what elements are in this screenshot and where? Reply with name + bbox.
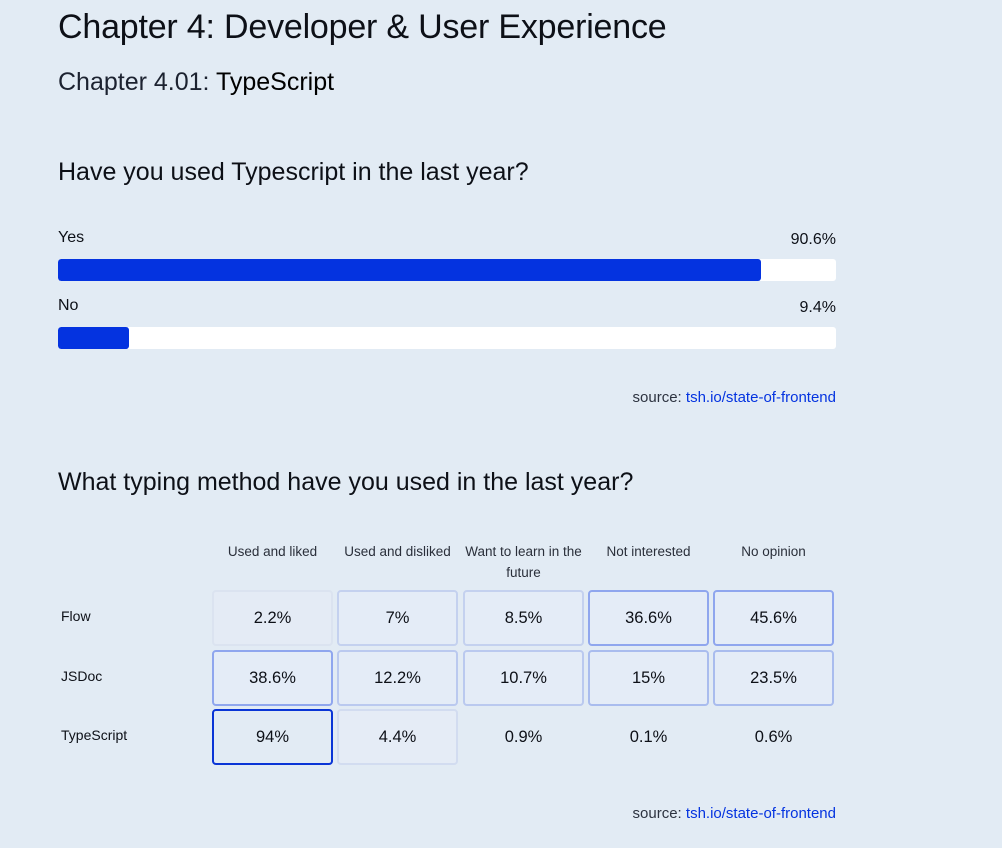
- chapter-title: Chapter 4: Developer & User Experience: [58, 8, 667, 46]
- source-link[interactable]: tsh.io/state-of-frontend: [685, 805, 836, 822]
- bar-value-label: 9.4%: [799, 299, 836, 316]
- bar-track: [58, 327, 836, 349]
- chapter-subtitle: Chapter 4.01: TypeScript: [58, 68, 334, 97]
- heatmap-cell: 38.6%: [212, 650, 333, 706]
- heatmap-cell: 15%: [588, 650, 709, 706]
- subtitle-name: TypeScript: [215, 68, 335, 96]
- heatmap-cell: 94%: [212, 709, 333, 765]
- heatmap-cell: 12.2%: [337, 650, 458, 706]
- heatmap-cell: 0.9%: [504, 727, 543, 746]
- column-header: Want to learn in the future: [465, 544, 582, 580]
- question-typescript-usage: Have you used Typescript in the last yea…: [58, 158, 529, 186]
- heatmap-cell: 36.6%: [588, 590, 709, 646]
- bar-value-label: 90.6%: [790, 231, 836, 248]
- heatmap-cell: 45.6%: [713, 590, 834, 646]
- heatmap-cell: 7%: [337, 590, 458, 646]
- heatmap-cell: 0.6%: [754, 727, 793, 746]
- column-header: Used and disliked: [344, 544, 451, 559]
- heatmap-cell: 0.1%: [629, 727, 668, 746]
- source-label: source:: [632, 389, 682, 406]
- bar-label: Yes: [58, 229, 85, 246]
- heatmap-cell: 2.2%: [212, 590, 333, 646]
- question-typing-method: What typing method have you used in the …: [58, 468, 634, 496]
- source-label: source:: [632, 805, 682, 822]
- column-header: Used and liked: [227, 544, 318, 559]
- heatmap-cell: 10.7%: [463, 650, 584, 706]
- row-label: TypeScript: [61, 727, 128, 743]
- subtitle-prefix: Chapter 4.01:: [58, 68, 216, 96]
- row-label: Flow: [61, 608, 91, 624]
- heatmap-cell: 8.5%: [463, 590, 584, 646]
- bar-fill: [58, 259, 761, 281]
- heatmap-cell: 23.5%: [713, 650, 834, 706]
- column-header: No opinion: [741, 544, 806, 559]
- bar-label: No: [58, 297, 79, 314]
- source-note: source: tsh.io/state-of-frontend: [633, 389, 836, 406]
- heatmap-cell: 4.4%: [337, 709, 458, 765]
- source-link[interactable]: tsh.io/state-of-frontend: [685, 389, 836, 406]
- column-header: Not interested: [606, 544, 691, 559]
- bar-track: [58, 259, 836, 281]
- bar-fill: [58, 327, 129, 349]
- row-label: JSDoc: [61, 668, 103, 684]
- source-note: source: tsh.io/state-of-frontend: [633, 805, 836, 822]
